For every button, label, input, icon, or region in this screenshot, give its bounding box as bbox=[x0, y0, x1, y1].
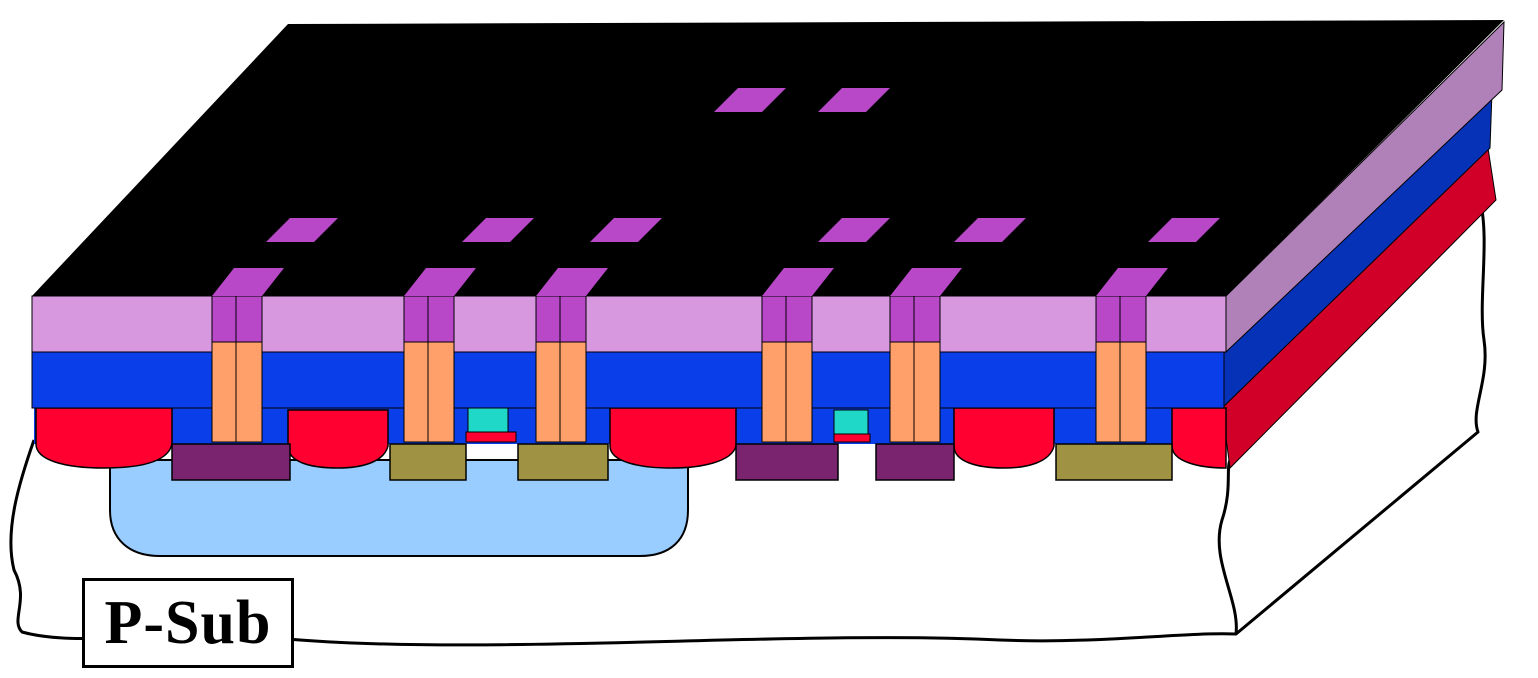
dielectric-layer bbox=[31, 351, 1225, 409]
n-well bbox=[109, 459, 689, 557]
contact-plug-top-6 bbox=[1095, 295, 1147, 343]
contact-plug-cap-5 bbox=[890, 268, 962, 296]
n-plus-diffusion-1 bbox=[171, 443, 291, 481]
contact-plug-3 bbox=[535, 341, 587, 443]
p-plus-diffusion-2 bbox=[517, 443, 609, 481]
contact-plug-top-1 bbox=[211, 295, 263, 343]
contact-plug-cap-4 bbox=[762, 268, 834, 296]
field-oxide-bird-2 bbox=[287, 409, 389, 469]
top-contact-pad-5 bbox=[954, 218, 1026, 242]
top-contact-pad-7 bbox=[714, 88, 786, 112]
top-contact-pad-6 bbox=[1148, 218, 1220, 242]
top-contact-pad-8 bbox=[818, 88, 890, 112]
n-plus-diffusion-3 bbox=[875, 443, 955, 481]
top-contact-pad-4 bbox=[818, 218, 890, 242]
contact-plug-top-4 bbox=[761, 295, 813, 343]
top-surface bbox=[32, 20, 1504, 296]
contact-plug-cap-6 bbox=[1096, 268, 1168, 296]
contact-plugs bbox=[211, 268, 1168, 443]
contact-plug-4 bbox=[761, 341, 813, 443]
contact-plug-top-5 bbox=[889, 295, 941, 343]
contact-plug-1 bbox=[211, 341, 263, 443]
top-contact-pads bbox=[266, 88, 1220, 242]
top-contact-pad-1 bbox=[266, 218, 338, 242]
field-oxide-bird-4 bbox=[953, 407, 1055, 469]
passivation-layer bbox=[31, 295, 1227, 353]
substrate-label: P-Sub bbox=[104, 589, 272, 657]
gate-oxide-1 bbox=[465, 431, 517, 443]
n-plus-diffusion-2 bbox=[735, 443, 839, 481]
p-plus-diffusion-3 bbox=[1055, 443, 1173, 481]
field-oxide-bird-1 bbox=[35, 407, 173, 469]
field-oxide-bird-3 bbox=[609, 407, 737, 469]
p-plus-diffusion-1 bbox=[389, 443, 467, 481]
top-contact-pad-2 bbox=[462, 218, 534, 242]
contact-plug-6 bbox=[1095, 341, 1147, 443]
contact-plug-top-3 bbox=[535, 295, 587, 343]
top-contact-pad-3 bbox=[590, 218, 662, 242]
gate-oxide-2 bbox=[833, 433, 871, 443]
gate-poly-2 bbox=[833, 409, 869, 435]
contact-plug-cap-1 bbox=[212, 268, 284, 296]
field-oxide-bird-5 bbox=[1171, 407, 1227, 469]
gate-poly-1 bbox=[467, 407, 509, 433]
contact-plug-2 bbox=[403, 341, 455, 443]
substrate-label-box: P-Sub bbox=[82, 578, 294, 668]
contact-plug-cap-3 bbox=[536, 268, 608, 296]
contact-plug-top-2 bbox=[403, 295, 455, 343]
contact-plug-cap-2 bbox=[404, 268, 476, 296]
contact-plug-5 bbox=[889, 341, 941, 443]
